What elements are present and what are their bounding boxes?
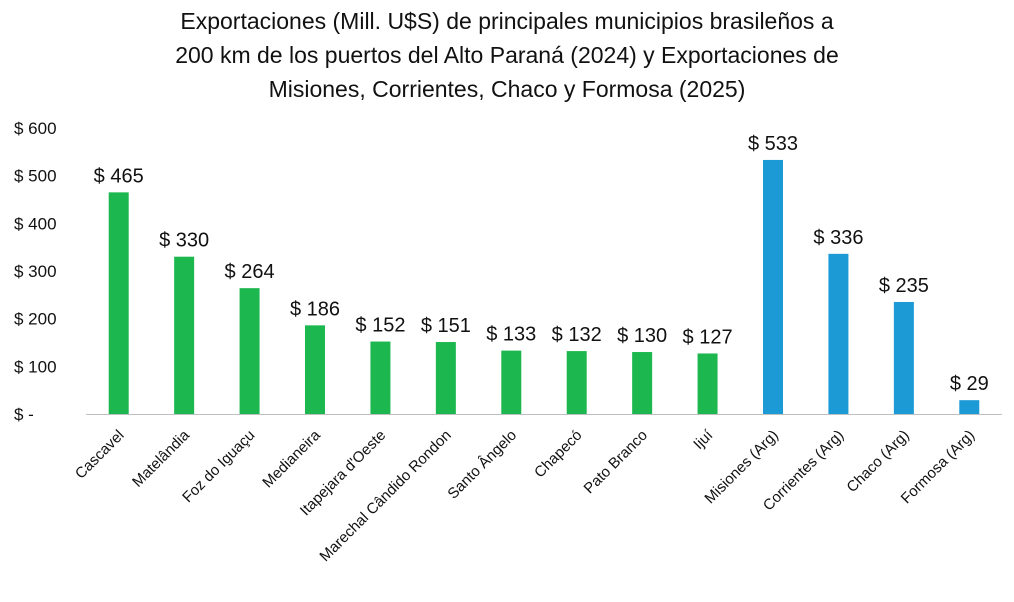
bar [697, 353, 718, 414]
x-tick-label: Medianeira [259, 426, 324, 491]
data-label: $ 127 [683, 326, 733, 348]
x-tick-label: Matelândia [129, 426, 193, 490]
data-label: $ 133 [486, 324, 536, 346]
data-label: $ 264 [225, 261, 275, 283]
data-label: $ 130 [617, 325, 667, 347]
data-label: $ 152 [355, 315, 405, 337]
bar [435, 342, 456, 414]
chart-title-line-1: Exportaciones (Mill. U$S) de principales… [180, 8, 834, 34]
bar [370, 341, 391, 414]
bar [305, 325, 325, 414]
data-label: $ 336 [813, 227, 863, 249]
chart-title-line-3: Misiones, Corrientes, Chaco y Formosa (2… [268, 76, 746, 102]
y-tick-label: $ 400 [14, 214, 57, 233]
data-label: $ 132 [552, 324, 602, 346]
data-label: $ 186 [290, 298, 340, 320]
x-tick-label: Chapecó [531, 427, 585, 481]
y-tick-label: $ 200 [14, 310, 57, 329]
x-tick-label: Pato Branco [581, 427, 651, 497]
bar [108, 192, 129, 414]
data-label: $ 465 [94, 165, 144, 187]
bar [828, 253, 849, 414]
data-label: $ 29 [950, 373, 989, 395]
bar [959, 400, 980, 414]
y-tick-label: $ - [14, 405, 34, 424]
bar [501, 350, 522, 414]
data-label: $ 151 [421, 315, 471, 337]
x-tick-label: Marechal Cândido Rondon [316, 427, 454, 565]
y-tick-label: $ 300 [14, 262, 57, 281]
bar [893, 301, 914, 414]
bar [566, 351, 587, 414]
bar [174, 256, 195, 414]
x-tick-label: Chaco (Arg) [843, 427, 912, 496]
bar [632, 352, 653, 414]
data-label: $ 330 [159, 230, 209, 252]
y-tick-label: $ 500 [14, 167, 57, 186]
data-label: $ 235 [879, 275, 929, 297]
bar [763, 159, 783, 414]
x-tick-label: Santo Ângelo [444, 427, 520, 503]
chart-title: Exportaciones (Mill. U$S) de principales… [0, 4, 1014, 106]
x-tick-label: Ijuí [690, 426, 717, 453]
data-label: $ 533 [748, 133, 798, 155]
chart-title-line-2: 200 km de los puertos del Alto Paraná (2… [175, 42, 839, 68]
bar [239, 288, 260, 414]
y-tick-label: $ 100 [14, 357, 57, 376]
x-tick-label: Cascavel [72, 427, 128, 483]
y-tick-label: $ 600 [14, 119, 57, 138]
